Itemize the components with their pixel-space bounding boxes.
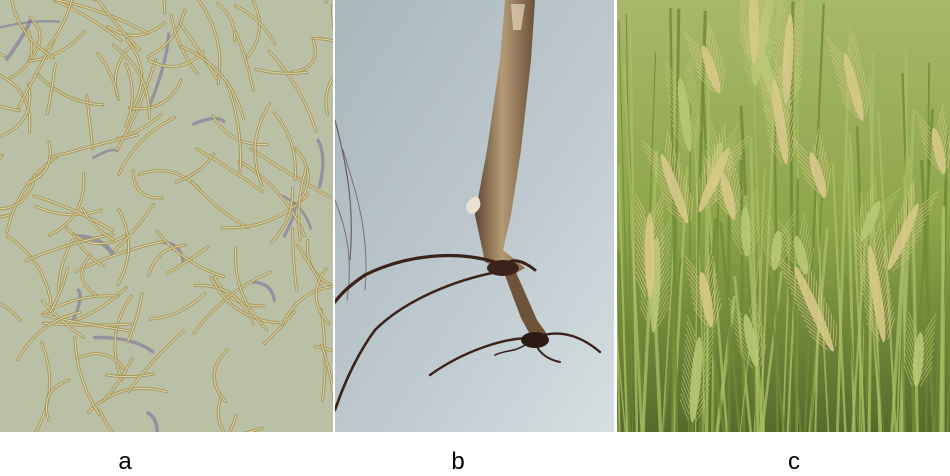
barley-field-photo [617,0,950,432]
panel-label-c: c [788,448,800,475]
panel-label-b: b [451,448,465,475]
barley-field-image [617,0,950,432]
spores-micrograph-image [0,0,333,432]
root-crown-image [335,0,614,432]
panel-label-a: a [118,448,132,475]
spores-micrograph [0,0,333,432]
root-crown-photo [335,0,614,432]
